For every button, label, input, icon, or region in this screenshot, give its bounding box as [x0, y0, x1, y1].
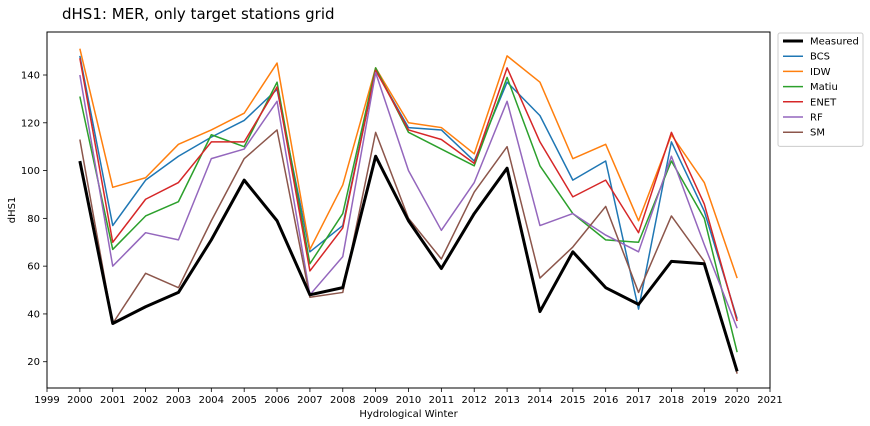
y-tick-label: 40 [27, 309, 40, 320]
x-tick-label: 2000 [67, 395, 92, 406]
x-tick-label: 2005 [231, 395, 256, 406]
series-line-bcs [79, 55, 738, 319]
x-tick-label: 2019 [692, 395, 717, 406]
series-line-measured [78, 154, 739, 372]
plot-area [78, 48, 739, 374]
y-tick-label: 60 [27, 262, 40, 273]
series-line-enet [79, 58, 738, 322]
x-tick-label: 1999 [34, 395, 59, 406]
legend-label-measured: Measured [810, 37, 859, 48]
y-axis: 20 40 60 80 100 120 140 [21, 71, 47, 368]
legend-label-matiu: Matiu [810, 82, 838, 93]
x-tick-label: 2008 [330, 395, 355, 406]
plot-frame [46, 31, 771, 389]
x-tick-label: 2014 [527, 395, 552, 406]
legend-box [777, 32, 864, 147]
x-tick-label: 2009 [363, 395, 388, 406]
legend-label-rf: RF [810, 113, 823, 124]
y-tick-label: 80 [27, 214, 40, 225]
x-tick-label: 2021 [757, 395, 782, 406]
x-axis: 1999 2000 2001 2002 2003 2004 2005 2006 2007 2008… [34, 388, 783, 406]
x-tick-label: 2004 [199, 395, 224, 406]
x-tick-label: 2001 [100, 395, 125, 406]
series-line-matiu [79, 67, 738, 353]
y-tick-label: 120 [21, 118, 40, 129]
series-line-idw [79, 48, 738, 279]
y-tick-label: 20 [27, 357, 40, 368]
x-tick-label: 2011 [429, 395, 454, 406]
x-axis-label: Hydrological Winter [359, 409, 458, 420]
x-tick-label: 2002 [133, 395, 158, 406]
legend-label-sm: SM [810, 128, 825, 139]
y-axis-label: dHS1 [7, 197, 18, 224]
x-tick-label: 2016 [593, 395, 618, 406]
legend-label-enet: ENET [810, 97, 837, 108]
x-tick-label: 2020 [724, 395, 749, 406]
y-tick-label: 140 [21, 71, 40, 82]
legend-label-idw: IDW [810, 67, 831, 78]
chart-title: dHS1: MER, only target stations grid [62, 5, 335, 23]
legend: Measured BCS IDW Matiu ENET RF SM [777, 32, 864, 147]
x-tick-label: 2007 [297, 395, 322, 406]
x-tick-label: 2018 [659, 395, 684, 406]
x-tick-label: 2012 [462, 395, 487, 406]
x-tick-label: 2013 [494, 395, 519, 406]
x-tick-label: 2015 [560, 395, 585, 406]
x-tick-label: 2006 [264, 395, 289, 406]
legend-label-bcs: BCS [810, 52, 830, 63]
x-tick-label: 2010 [396, 395, 421, 406]
x-tick-label: 2017 [626, 395, 651, 406]
x-tick-label: 2003 [166, 395, 191, 406]
series-line-rf [79, 71, 738, 329]
y-tick-label: 100 [21, 166, 40, 177]
